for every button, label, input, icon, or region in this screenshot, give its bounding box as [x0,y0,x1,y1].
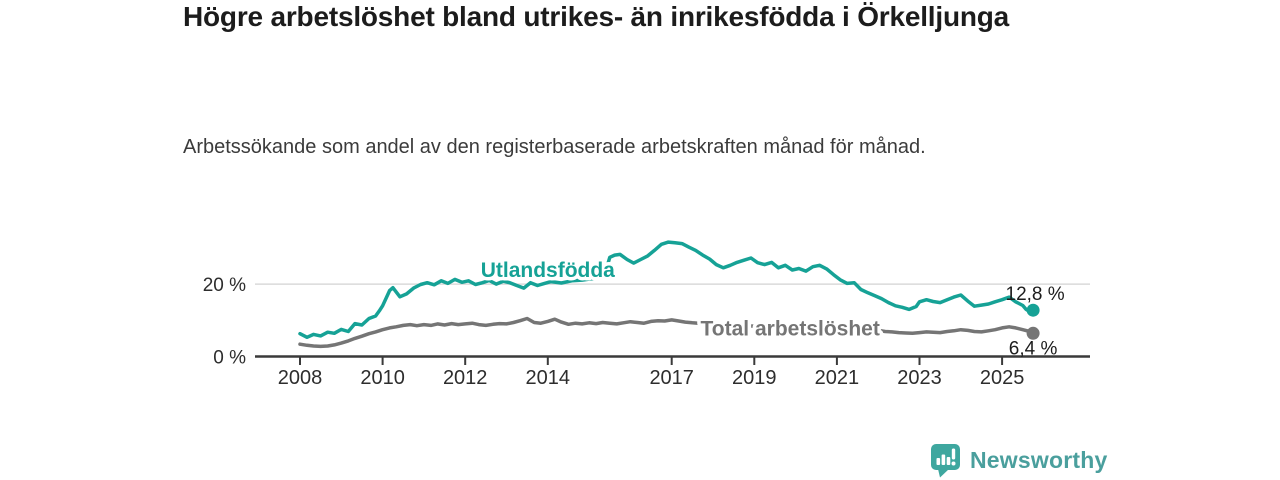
end-value-label: 12,8 % [1006,284,1065,305]
series-end-dot [1026,326,1040,340]
x-tick-label: 2017 [649,367,694,389]
y-tick-label: 0 % [213,348,246,369]
series-label: Utlandsfödda [481,259,615,282]
brand-footer: Newsworthy [930,443,1107,478]
page-title: Högre arbetslöshet bland utrikes- än inr… [183,1,1010,32]
y-tick-label: 20 % [203,275,246,296]
x-tick-label: 2010 [360,367,405,389]
series-end-dot [1026,303,1040,317]
x-tick-label: 2023 [897,367,942,389]
chart-subtitle: Arbetssökande som andel av den registerb… [183,136,926,158]
x-tick-label: 2021 [815,367,860,389]
series-line-total-arbetsl-shet [298,316,1035,349]
x-tick-label: 2019 [732,367,777,389]
brand-wordmark: Newsworthy [970,447,1108,473]
x-tick-label: 2014 [526,367,571,389]
series-line-utlandsf-dda [298,240,1035,340]
x-tick-label: 2012 [443,367,488,389]
x-tick-label: 2025 [980,367,1025,389]
series-label: Total arbetslöshet [701,317,880,340]
end-value-label: 6,4 % [1009,338,1058,359]
x-tick-label: 2008 [278,367,323,389]
newsworthy-logo-icon [931,444,960,478]
